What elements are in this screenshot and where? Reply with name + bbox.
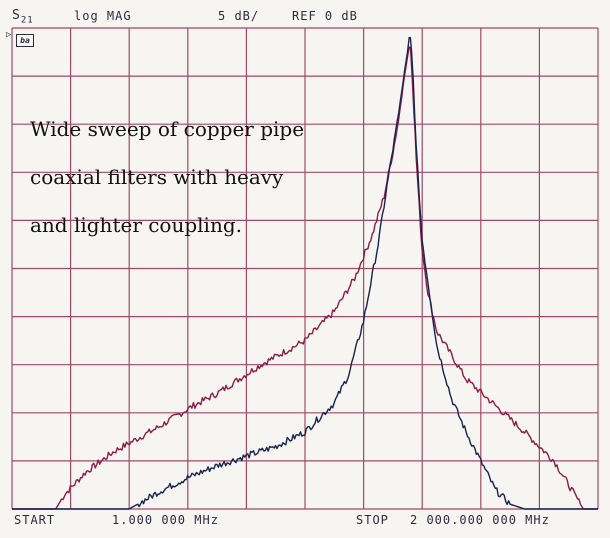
parameter-name: S <box>12 8 21 23</box>
annotation-line: Wide sweep of copper pipe <box>30 117 305 141</box>
format-label: log MAG <box>74 9 132 23</box>
grid <box>11 27 599 510</box>
start-frequency: 1.000 000 MHz <box>112 513 219 527</box>
parameter-subscript: 21 <box>20 15 34 26</box>
parameter-label: S21 <box>12 8 34 26</box>
scale-label: 5 dB/ <box>218 9 260 23</box>
stop-label: STOP <box>356 513 389 527</box>
reference-marker-icon: ▷ <box>6 30 12 40</box>
reference-label: REF 0 dB <box>292 9 358 23</box>
annotation-line: coaxial filters with heavy <box>30 165 284 189</box>
traces <box>12 36 598 510</box>
stop-frequency: 2 000.000 000 MHz <box>410 513 550 527</box>
annotation-text: Wide sweep of copper pipe coaxial filter… <box>30 93 370 261</box>
trace-heavy-coupling <box>12 46 598 510</box>
channel-badge: ba <box>16 34 34 47</box>
start-label: START <box>14 513 56 527</box>
trace-light-coupling <box>12 36 598 510</box>
annotation-line: and lighter coupling. <box>30 213 242 237</box>
